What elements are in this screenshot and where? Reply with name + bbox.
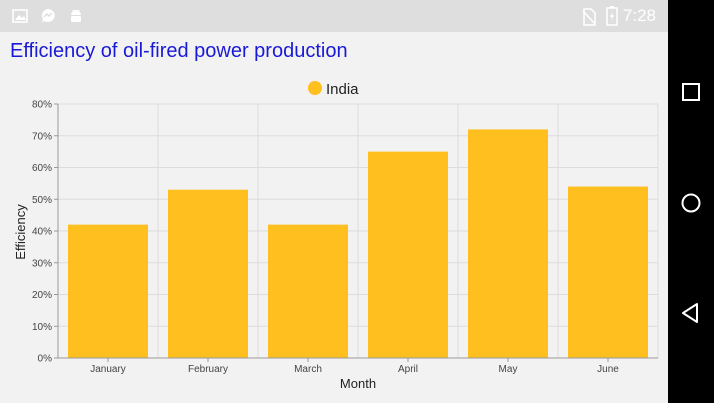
y-tick-label: 70% bbox=[32, 131, 52, 142]
page-title: Efficiency of oil-fired power production bbox=[10, 40, 348, 62]
bar-april[interactable] bbox=[368, 151, 448, 358]
home-button[interactable] bbox=[679, 191, 703, 215]
recents-icon bbox=[682, 83, 700, 101]
bar-march[interactable] bbox=[268, 224, 348, 358]
x-axis-title: Month bbox=[340, 376, 376, 391]
x-tick-label: January bbox=[90, 364, 126, 375]
y-tick-label: 10% bbox=[32, 322, 52, 333]
back-button[interactable] bbox=[679, 301, 703, 325]
back-icon bbox=[682, 303, 698, 323]
status-clock: 7:28 bbox=[622, 6, 656, 25]
bar-january[interactable] bbox=[68, 224, 148, 358]
navigation-bar bbox=[668, 0, 714, 403]
x-tick-label: May bbox=[499, 364, 518, 375]
no-sim-icon bbox=[582, 8, 596, 26]
y-axis-title: Efficiency bbox=[13, 204, 28, 260]
efficiency-bar-chart: India 0% 10% 20% 30% 40% 50% 60% 70% 80% January… bbox=[13, 81, 659, 391]
y-tick-label: 80% bbox=[32, 100, 52, 111]
app-screen: 7:28 Efficiency of oil-fired power produ… bbox=[0, 0, 668, 403]
y-tick-label: 0% bbox=[38, 354, 53, 365]
y-tick-label: 60% bbox=[32, 163, 52, 174]
y-tick-label: 30% bbox=[32, 258, 52, 269]
y-tick-label: 40% bbox=[32, 227, 52, 238]
bar-june[interactable] bbox=[568, 186, 648, 358]
legend[interactable]: India bbox=[308, 81, 359, 98]
x-tick-label: February bbox=[188, 364, 228, 375]
home-icon bbox=[681, 193, 701, 213]
y-tick-label: 50% bbox=[32, 195, 52, 206]
y-tick-label: 20% bbox=[32, 290, 52, 301]
image-icon bbox=[12, 9, 28, 23]
legend-label-india: India bbox=[326, 81, 359, 98]
x-tick-label: March bbox=[294, 364, 322, 375]
x-tick-label: June bbox=[597, 364, 619, 375]
android-icon bbox=[71, 9, 81, 22]
status-bar: 7:28 bbox=[0, 0, 668, 32]
legend-swatch-india bbox=[308, 81, 322, 95]
x-tick-labels: January February March April May June bbox=[90, 364, 619, 375]
x-tick-label: April bbox=[398, 364, 418, 375]
recents-button[interactable] bbox=[679, 80, 703, 104]
bar-february[interactable] bbox=[168, 189, 248, 358]
axes bbox=[54, 103, 658, 362]
messenger-icon bbox=[41, 9, 55, 23]
y-tick-labels: 0% 10% 20% 30% 40% 50% 60% 70% 80% bbox=[32, 100, 52, 365]
battery-charging-icon bbox=[606, 6, 618, 26]
bars bbox=[68, 129, 648, 358]
bar-may[interactable] bbox=[468, 129, 548, 358]
